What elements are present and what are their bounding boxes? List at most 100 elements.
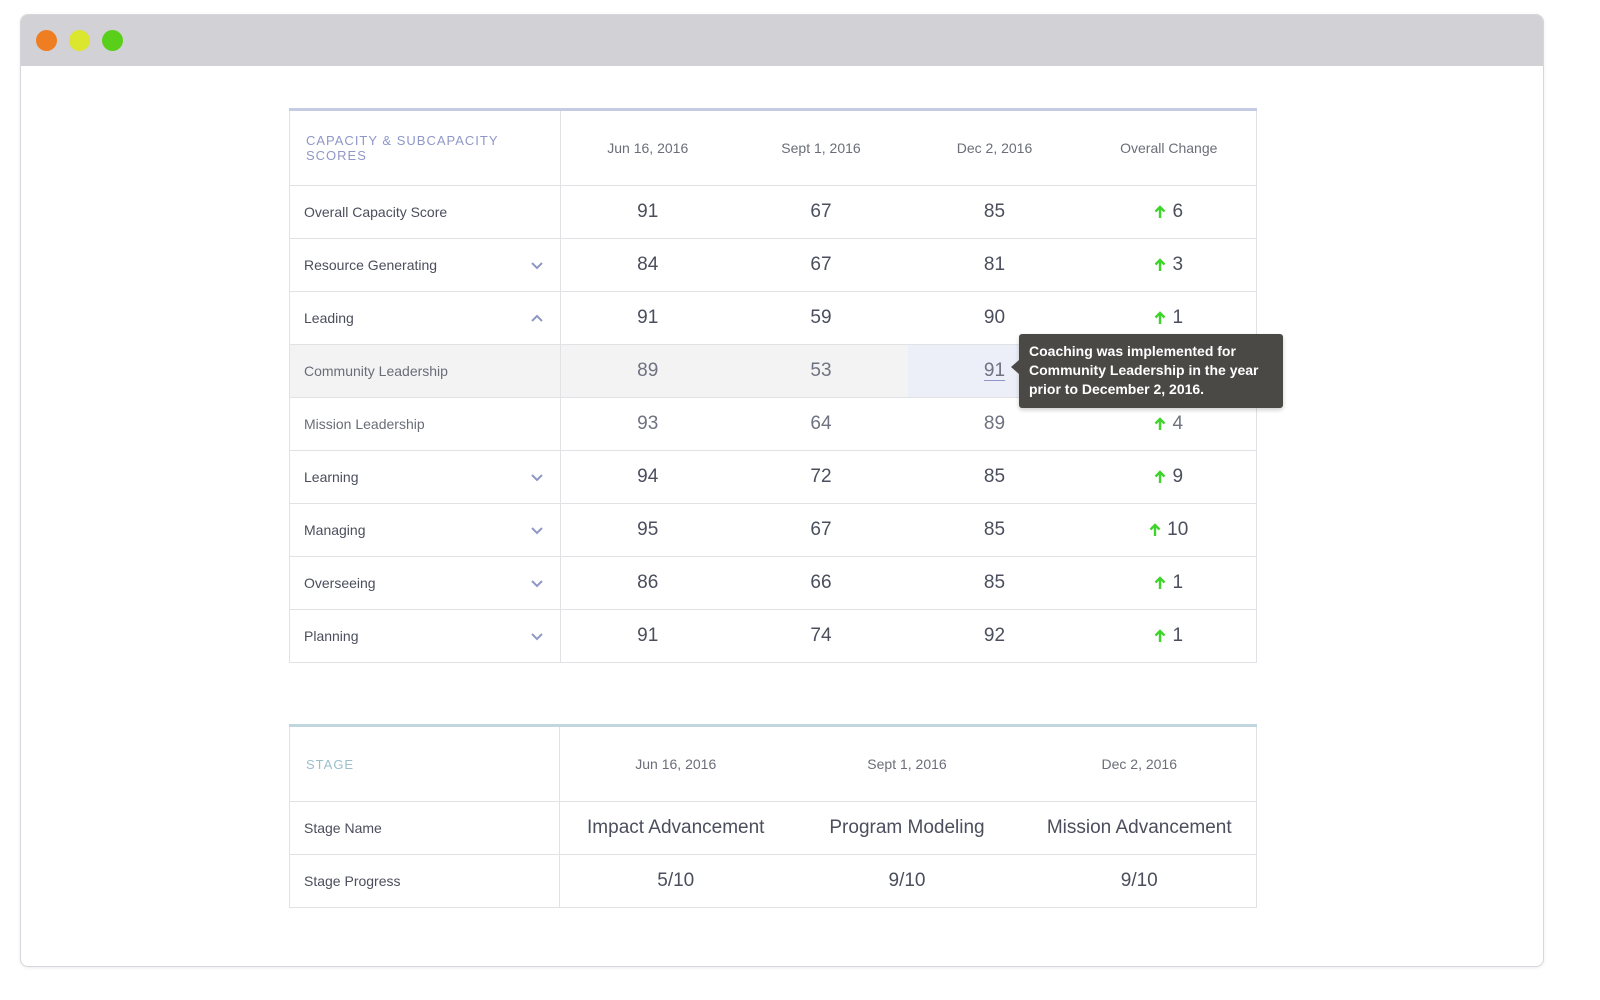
chevron-down-icon[interactable] xyxy=(530,631,544,641)
overall-change-cell: 9 xyxy=(1081,450,1257,504)
score-cell: 67 xyxy=(734,503,908,557)
score-cell: 72 xyxy=(734,450,908,504)
window-titlebar xyxy=(21,15,1543,66)
arrow-up-icon xyxy=(1154,470,1166,484)
chevron-up-icon[interactable] xyxy=(530,313,544,323)
score-value: 89 xyxy=(637,360,659,381)
table-row-managing[interactable]: Managing 95 67 85 10 xyxy=(289,503,1257,557)
score-value: 91 xyxy=(637,625,659,646)
score-value: 85 xyxy=(983,201,1006,222)
close-window-button[interactable] xyxy=(36,30,57,51)
overall-change-cell: 3 xyxy=(1081,238,1257,292)
score-value: 66 xyxy=(810,572,832,593)
coaching-tooltip: Coaching was implemented for Community L… xyxy=(1011,334,1283,408)
score-cell: 91 xyxy=(560,291,735,345)
score-value: 92 xyxy=(983,625,1006,646)
change-value: 1 xyxy=(1172,307,1184,328)
score-value: 67 xyxy=(810,254,832,275)
overall-change-cell: 1 xyxy=(1081,556,1257,610)
stage-value-cell: Program Modeling xyxy=(791,801,1023,855)
table-row-overall-capacity-score: Overall Capacity Score 91 67 85 6 xyxy=(289,185,1257,239)
score-cell: 67 xyxy=(734,185,908,239)
minimize-window-button[interactable] xyxy=(69,30,90,51)
row-label: Community Leadership xyxy=(304,363,448,379)
score-value: 94 xyxy=(637,466,659,487)
change-value: 3 xyxy=(1172,254,1184,275)
chevron-down-icon[interactable] xyxy=(530,260,544,270)
stage-table: STAGE Jun 16, 2016 Sept 1, 2016 Dec 2, 2… xyxy=(289,724,1257,908)
score-value: 91 xyxy=(637,201,659,222)
row-label-cell: Community Leadership xyxy=(289,344,561,398)
row-label-cell: Planning xyxy=(289,609,561,663)
row-label: Stage Name xyxy=(289,801,560,855)
score-value[interactable]: 91 xyxy=(983,360,1006,381)
row-label: Planning xyxy=(304,628,359,644)
score-value: 53 xyxy=(810,360,832,381)
chevron-down-icon[interactable] xyxy=(530,472,544,482)
row-label-cell: Overall Capacity Score xyxy=(289,185,561,239)
score-cell: 85 xyxy=(907,450,1082,504)
score-value: 85 xyxy=(983,572,1006,593)
overall-change-cell: 1 xyxy=(1081,609,1257,663)
score-cell: 85 xyxy=(907,503,1082,557)
score-cell: 64 xyxy=(734,397,908,451)
column-header-date-3: Dec 2, 2016 xyxy=(907,109,1082,186)
arrow-up-icon xyxy=(1154,576,1166,590)
stage-table-title: STAGE xyxy=(289,725,560,802)
row-label: Leading xyxy=(304,310,354,326)
row-label-cell: Learning xyxy=(289,450,561,504)
change-value: 9 xyxy=(1172,466,1184,487)
arrow-up-icon xyxy=(1154,258,1166,272)
stage-column-header-date-3: Dec 2, 2016 xyxy=(1022,725,1257,802)
score-value: 64 xyxy=(810,413,832,434)
row-label-cell: Mission Leadership xyxy=(289,397,561,451)
score-value: 95 xyxy=(637,519,659,540)
row-label-cell: Managing xyxy=(289,503,561,557)
table-row-resource-generating[interactable]: Resource Generating 84 67 81 3 xyxy=(289,238,1257,292)
score-value: 74 xyxy=(810,625,832,646)
table-row-planning[interactable]: Planning 91 74 92 1 xyxy=(289,609,1257,663)
change-value: 4 xyxy=(1172,413,1184,434)
row-label-cell: Leading xyxy=(289,291,561,345)
score-cell: 92 xyxy=(907,609,1082,663)
score-value: 90 xyxy=(983,307,1006,328)
score-value: 89 xyxy=(983,413,1006,434)
score-cell: 74 xyxy=(734,609,908,663)
score-cell: 84 xyxy=(560,238,735,292)
score-cell: 59 xyxy=(734,291,908,345)
score-value: 72 xyxy=(810,466,832,487)
score-value: 59 xyxy=(810,307,832,328)
stage-value-cell: Impact Advancement xyxy=(559,801,792,855)
change-value: 10 xyxy=(1167,519,1189,540)
capacity-scores-table: CAPACITY & SUBCAPACITY SCORES Jun 16, 20… xyxy=(289,108,1257,663)
row-label: Stage Progress xyxy=(289,854,560,908)
score-cell: 85 xyxy=(907,185,1082,239)
table-row-leading[interactable]: Leading 91 59 90 1 xyxy=(289,291,1257,345)
score-value: 93 xyxy=(637,413,659,434)
chevron-down-icon[interactable] xyxy=(530,578,544,588)
table-row-overseeing[interactable]: Overseeing 86 66 85 1 xyxy=(289,556,1257,610)
score-cell: 66 xyxy=(734,556,908,610)
arrow-up-icon xyxy=(1154,311,1166,325)
score-cell: 91 xyxy=(560,609,735,663)
score-value: 67 xyxy=(810,201,832,222)
arrow-up-icon xyxy=(1154,629,1166,643)
arrow-up-icon xyxy=(1149,523,1161,537)
score-cell: 93 xyxy=(560,397,735,451)
stage-value-cell: 5/10 xyxy=(559,854,792,908)
overall-change-cell: 10 xyxy=(1081,503,1257,557)
score-cell: 89 xyxy=(560,344,735,398)
score-cell: 94 xyxy=(560,450,735,504)
stage-column-header-date-1: Jun 16, 2016 xyxy=(559,725,792,802)
column-header-date-1: Jun 16, 2016 xyxy=(560,109,735,186)
stage-column-header-date-2: Sept 1, 2016 xyxy=(791,725,1023,802)
stage-value-cell: Mission Advancement xyxy=(1022,801,1257,855)
score-value: 85 xyxy=(983,519,1006,540)
score-value: 85 xyxy=(983,466,1006,487)
score-cell: 53 xyxy=(734,344,908,398)
column-header-overall-change: Overall Change xyxy=(1081,109,1257,186)
table-row-learning[interactable]: Learning 94 72 85 9 xyxy=(289,450,1257,504)
chevron-down-icon[interactable] xyxy=(530,525,544,535)
zoom-window-button[interactable] xyxy=(102,30,123,51)
change-value: 1 xyxy=(1172,625,1184,646)
